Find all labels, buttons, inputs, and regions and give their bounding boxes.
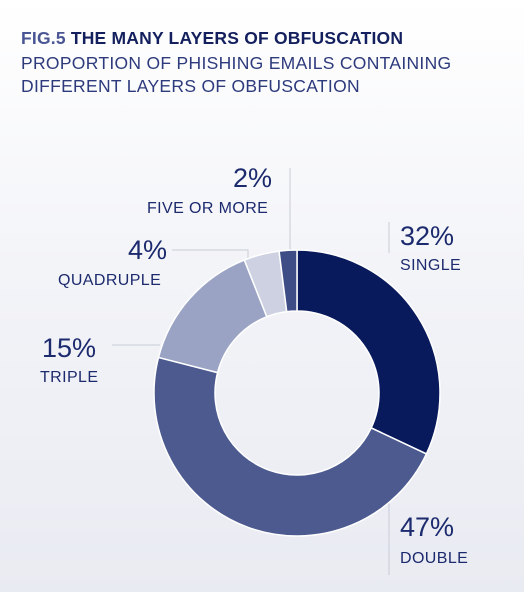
leader-line-quadruple (172, 249, 249, 264)
slice-value-quadruple: 4% (128, 235, 167, 265)
slice-five-or-more (278, 249, 298, 313)
figure-title: THE MANY LAYERS OF OBFUSCATION (70, 28, 404, 48)
slice-label-quadruple: QUADRUPLE (58, 272, 161, 289)
slice-single (296, 249, 441, 455)
slice-value-double: 47% (400, 512, 454, 542)
chart-header: FIG.5 THE MANY LAYERS OF OBFUSCATION PRO… (21, 27, 511, 98)
slice-label-triple: TRIPLE (40, 369, 98, 386)
chart-title: FIG.5 THE MANY LAYERS OF OBFUSCATION (21, 27, 511, 49)
figure-number: FIG.5 (21, 28, 66, 48)
slice-value-triple: 15% (42, 333, 96, 363)
slice-label-single: SINGLE (400, 257, 461, 274)
slice-value-single: 32% (400, 221, 454, 251)
chart-subtitle: PROPORTION OF PHISHING EMAILS CONTAINING… (21, 53, 452, 96)
slice-value-five-or-more: 2% (233, 163, 272, 193)
slice-label-five-or-more: FIVE OR MORE (147, 200, 268, 217)
slice-label-double: DOUBLE (400, 550, 468, 567)
slice-double (153, 356, 428, 537)
